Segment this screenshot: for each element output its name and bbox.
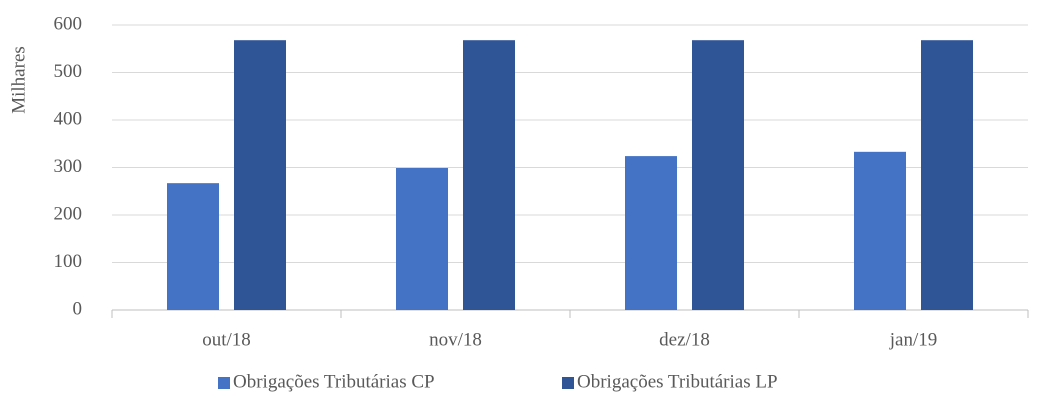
bar (234, 40, 286, 310)
y-tick-label: 0 (73, 298, 83, 319)
y-tick-label: 200 (54, 203, 83, 224)
bar (692, 40, 744, 310)
x-tick-label: nov/18 (429, 329, 482, 350)
bar (854, 151, 906, 310)
y-tick-label: 300 (54, 156, 83, 177)
legend-label: Obrigações Tributárias CP (233, 371, 435, 392)
x-tick-label: out/18 (202, 329, 251, 350)
y-axis-label: Milhares (8, 46, 29, 114)
y-tick-label: 400 (54, 108, 83, 129)
bar (167, 183, 219, 310)
legend-label: Obrigações Tributárias LP (577, 371, 778, 392)
legend-swatch (562, 377, 574, 389)
bar (463, 40, 515, 310)
legend-swatch (218, 377, 230, 389)
bar (921, 40, 973, 310)
bar (625, 156, 677, 310)
bar (396, 167, 448, 310)
x-tick-label: dez/18 (659, 329, 710, 350)
x-tick-label: jan/19 (889, 329, 938, 350)
y-tick-label: 500 (54, 61, 83, 82)
y-tick-label: 600 (54, 13, 83, 34)
y-tick-label: 100 (54, 251, 83, 272)
